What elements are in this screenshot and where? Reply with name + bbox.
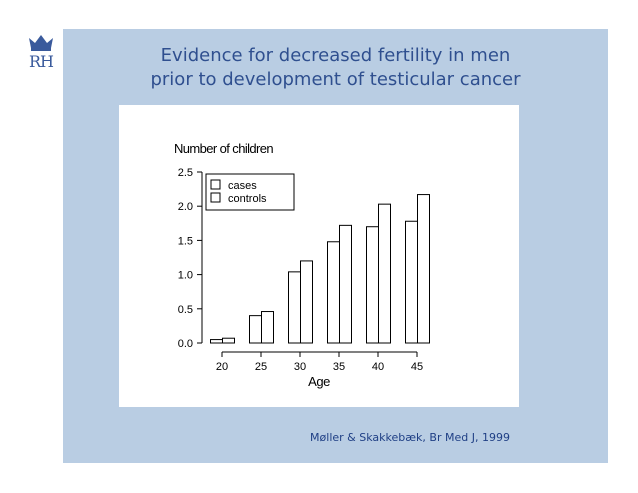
bar-controls-35 — [339, 224, 352, 344]
y-tick-label: 0.0 — [178, 338, 193, 350]
bar-chart: Number of children Age 0.0 0.5 1.0 1.5 2.0 2.… — [174, 141, 430, 389]
bar-controls-45 — [417, 194, 430, 344]
chart-axes: 0.0 0.5 1.0 1.5 2.0 2.5 20 25 30 35 40 45 — [178, 167, 423, 373]
slide-title: Evidence for decreased fertility in men … — [63, 44, 608, 92]
x-tick-label: 45 — [411, 361, 423, 373]
crown-icon — [29, 35, 53, 51]
bar-controls-30 — [300, 260, 313, 344]
legend-swatch-controls — [210, 192, 221, 203]
slide-title-line-2: prior to development of testicular cance… — [150, 69, 521, 90]
legend-label-cases: cases — [228, 180, 257, 192]
chart-title: Number of children — [174, 141, 273, 156]
x-tick-label: 35 — [333, 361, 345, 373]
y-tick-label: 1.0 — [178, 270, 193, 282]
x-axis-label: Age — [308, 374, 330, 389]
legend-swatch-cases — [210, 179, 221, 190]
bar-controls-40 — [378, 203, 391, 344]
royal-crown-logo — [29, 35, 53, 51]
y-tick-label: 2.0 — [178, 201, 193, 213]
bar-controls-25 — [261, 311, 274, 344]
x-tick-label: 30 — [294, 361, 306, 373]
bar-cases-25 — [249, 315, 262, 344]
bar-cases-30 — [288, 271, 301, 344]
x-tick-label: 25 — [255, 361, 267, 373]
slide-title-line-1: Evidence for decreased fertility in men — [160, 45, 511, 66]
bar-cases-35 — [327, 241, 340, 344]
legend-label-controls: controls — [228, 193, 267, 205]
bar-controls-20 — [222, 337, 235, 344]
bar-cases-40 — [366, 226, 379, 344]
y-tick-label: 1.5 — [178, 235, 193, 247]
chart-bars — [210, 194, 430, 344]
chart-container: Number of children Age 0.0 0.5 1.0 1.5 2.0 2.… — [119, 105, 519, 407]
x-tick-label: 20 — [216, 361, 228, 373]
y-tick-label: 0.5 — [178, 304, 193, 316]
legend-box — [205, 173, 295, 211]
citation: Møller & Skakkebæk, Br Med J, 1999 — [310, 431, 510, 444]
bar-cases-20 — [210, 339, 223, 344]
y-tick-label: 2.5 — [178, 167, 193, 179]
bar-cases-45 — [405, 220, 418, 344]
x-tick-label: 40 — [372, 361, 384, 373]
